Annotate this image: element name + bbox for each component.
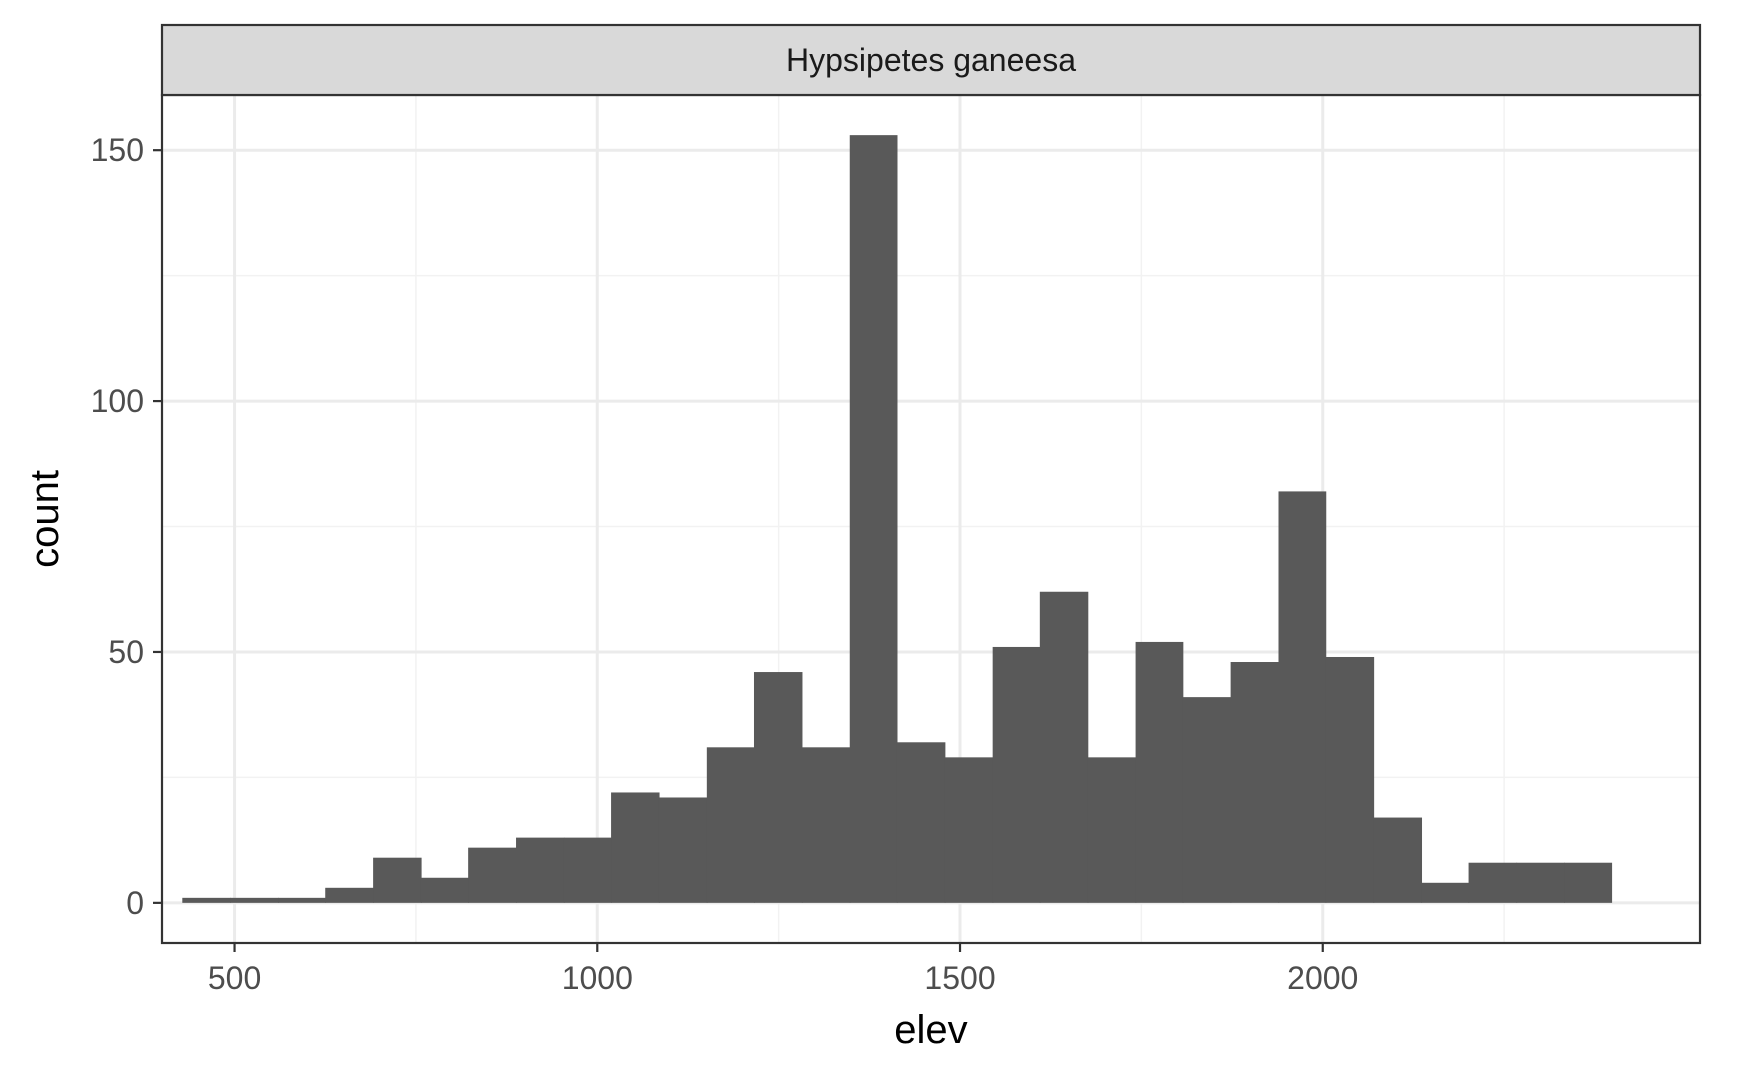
histogram-bar [1373, 817, 1423, 903]
histogram-bars [182, 135, 1613, 903]
facet-strip-label: Hypsipetes ganeesa [786, 42, 1076, 78]
histogram-bar [420, 877, 469, 903]
x-tick-label: 1500 [924, 960, 995, 996]
histogram-bar [278, 897, 326, 903]
x-axis: 500 1000 1500 2000 [208, 943, 1358, 996]
histogram-bar [753, 672, 803, 903]
histogram-bar [1468, 862, 1518, 903]
histogram-bar [992, 646, 1041, 903]
histogram-bar [801, 747, 851, 903]
histogram-bar [1564, 862, 1613, 903]
histogram-bar [1516, 862, 1565, 903]
histogram-bar [468, 847, 517, 903]
histogram-bar [516, 837, 565, 903]
y-tick-label: 100 [91, 383, 144, 419]
minor-gridlines [162, 95, 1700, 943]
y-tick-label: 150 [91, 132, 144, 168]
histogram-bar [373, 857, 422, 903]
histogram-bar [611, 792, 660, 903]
histogram-bar [1278, 491, 1327, 903]
y-axis-title: count [23, 470, 67, 568]
y-tick-label: 50 [108, 634, 144, 670]
histogram-bar [1087, 757, 1137, 903]
histogram-bar [849, 135, 898, 903]
histogram-bar [896, 742, 946, 903]
histogram-bar [658, 797, 708, 903]
histogram-bar [230, 897, 279, 903]
histogram-bar [1325, 656, 1375, 903]
x-tick-label: 500 [208, 960, 261, 996]
facet-strip-background [160, 23, 1702, 97]
histogram-bar [182, 897, 231, 903]
facet-strip: Hypsipetes ganeesa [160, 23, 1702, 97]
histogram-bar [325, 887, 374, 903]
histogram-bar [706, 747, 755, 903]
histogram-bar [1230, 662, 1280, 903]
histogram-bar [944, 757, 994, 903]
x-axis-title: elev [894, 1008, 967, 1052]
histogram-bar [563, 837, 612, 903]
x-tick-label: 1000 [562, 960, 633, 996]
histogram-bar [1421, 882, 1470, 903]
histogram-bar [1182, 697, 1232, 903]
y-tick-label: 0 [126, 885, 144, 921]
x-tick-label: 2000 [1287, 960, 1358, 996]
histogram-bar [1135, 641, 1184, 903]
histogram-bar [1039, 591, 1089, 903]
y-axis: 0 50 100 150 [91, 132, 162, 921]
